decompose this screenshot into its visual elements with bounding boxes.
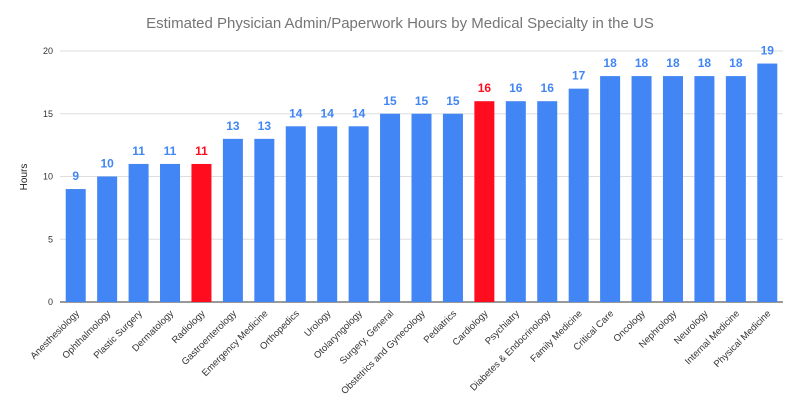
bar	[380, 113, 401, 302]
data-label: 15	[446, 94, 460, 108]
bar	[757, 63, 778, 302]
data-label: 11	[164, 144, 177, 158]
bar	[694, 76, 715, 302]
data-label: 18	[698, 56, 712, 70]
data-label: 11	[132, 144, 145, 158]
data-label: 19	[761, 44, 775, 58]
chart-title: Estimated Physician Admin/Paperwork Hour…	[146, 15, 654, 32]
data-label: 10	[100, 157, 114, 171]
y-tick-label: 0	[48, 297, 53, 307]
data-label: 14	[321, 106, 335, 120]
bar	[254, 138, 275, 302]
bar	[285, 126, 306, 302]
data-label: 16	[541, 81, 555, 95]
bar	[568, 88, 589, 303]
y-tick-label: 10	[43, 172, 53, 182]
data-label: 16	[509, 81, 523, 95]
data-label: 17	[572, 69, 586, 83]
bar	[442, 113, 463, 302]
x-tick-label: Internal Medicine	[683, 308, 742, 367]
y-tick-label: 5	[48, 234, 53, 244]
data-label: 18	[603, 56, 617, 70]
bar	[474, 101, 495, 302]
bar	[191, 163, 212, 302]
bar	[725, 76, 746, 302]
bar	[537, 101, 558, 302]
data-label: 15	[383, 94, 397, 108]
bar	[505, 101, 526, 302]
y-axis-label: Hours	[19, 164, 30, 191]
bar	[317, 126, 338, 302]
bar	[97, 176, 118, 302]
data-label: 14	[352, 106, 366, 120]
data-label: 9	[72, 169, 79, 183]
bar	[600, 76, 621, 302]
bar	[65, 189, 86, 302]
x-tick-label: Physical Medicine	[712, 308, 774, 370]
bar	[631, 76, 652, 302]
y-tick-label: 15	[43, 109, 53, 119]
x-tick-label: Surgery, General	[338, 308, 396, 366]
data-label: 14	[289, 106, 303, 120]
data-label: 15	[415, 94, 429, 108]
data-label: 18	[635, 56, 649, 70]
data-label: 13	[258, 119, 272, 133]
bar	[160, 163, 181, 302]
bar	[348, 126, 369, 302]
bar	[662, 76, 683, 302]
data-label: 11	[195, 144, 208, 158]
data-label: 18	[666, 56, 680, 70]
data-label: 18	[729, 56, 743, 70]
bar	[222, 138, 243, 302]
x-tick-label: Gastroenterology	[180, 308, 239, 367]
data-label: 13	[226, 119, 240, 133]
data-label: 16	[478, 81, 492, 95]
x-tick-label: Urology	[302, 308, 333, 339]
bar	[128, 163, 149, 302]
bar	[411, 113, 432, 302]
y-tick-label: 20	[43, 46, 53, 56]
